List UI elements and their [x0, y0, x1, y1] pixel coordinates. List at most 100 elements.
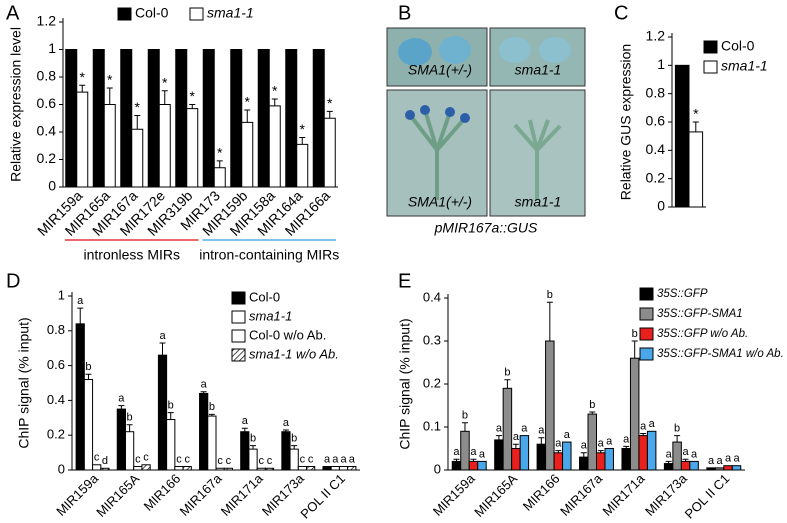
bar: [306, 466, 316, 471]
significance-label: a: [470, 446, 477, 458]
y-tick-label: 0.8: [47, 322, 65, 337]
significance-label: a: [513, 431, 520, 443]
error-bar: [208, 413, 215, 417]
significance-label: b: [504, 367, 510, 379]
panel-letter: E: [398, 270, 411, 292]
significance-label: a: [606, 435, 613, 447]
significance-label: a: [77, 295, 84, 307]
bar: [536, 443, 547, 471]
legend-label: 35S::GFP: [657, 288, 708, 300]
bar: [714, 467, 725, 471]
significance-label: c: [217, 455, 223, 467]
bar: [241, 121, 254, 188]
significance-label: b: [674, 423, 680, 435]
x-tick-label: MIR171a: [218, 470, 266, 518]
y-tick-label: 0.6: [646, 113, 666, 129]
significance-label: c: [184, 453, 190, 465]
error-bar: [326, 110, 333, 119]
legend-swatch: [231, 310, 246, 324]
significance-label: b: [168, 399, 174, 411]
error-bar: [282, 429, 289, 432]
x-tick-label: MIR165A: [93, 471, 142, 520]
legend-swatch: [639, 327, 654, 341]
photo-label: SMA1(+/-): [408, 194, 472, 210]
bar: [296, 143, 309, 188]
panel-letter: D: [6, 270, 20, 292]
significance-label: a: [691, 448, 698, 460]
x-tick-label: MIR165A: [471, 471, 520, 520]
bar: [223, 467, 233, 471]
bar: [175, 49, 188, 188]
photo-detail: [513, 119, 562, 200]
significance-label: a: [332, 453, 339, 465]
error-bar: [631, 340, 638, 359]
significance-label: b: [209, 401, 215, 413]
bar: [285, 49, 298, 188]
bar: [202, 49, 215, 188]
legend-swatch: [231, 348, 246, 362]
bar: [186, 108, 199, 188]
significance-label: a: [666, 448, 673, 460]
error-bar: [692, 121, 699, 132]
photo-detail: [408, 109, 467, 200]
bar: [688, 131, 704, 208]
bar: [338, 466, 349, 471]
y-tick-label: 0.8: [37, 68, 57, 84]
bar: [579, 456, 589, 471]
significance-label: a: [324, 453, 331, 465]
error-bar: [470, 458, 477, 462]
significance-label: a: [733, 453, 740, 465]
significance-label: a: [640, 420, 647, 432]
y-axis-label: Relative expression level: [8, 27, 24, 182]
error-bar: [495, 435, 502, 440]
error-bar: [674, 435, 681, 443]
bar: [76, 91, 89, 188]
x-tick-label: POL II C1: [297, 471, 348, 522]
bar: [230, 49, 243, 188]
significance-label: *: [80, 69, 86, 85]
bar: [92, 49, 105, 188]
bar: [621, 448, 631, 471]
legend-swatch: [189, 7, 204, 21]
y-tick-label: 0.4: [37, 123, 57, 139]
bar: [731, 465, 742, 471]
error-bar: [640, 432, 647, 436]
bar: [75, 323, 85, 471]
panel-letter: B: [398, 2, 411, 24]
error-bar: [271, 98, 278, 106]
legend-label: 35S::GFP-SMA1: [657, 308, 743, 320]
error-bar: [665, 460, 672, 464]
bar: [65, 49, 78, 188]
significance-label: c: [226, 455, 232, 467]
significance-label: a: [683, 446, 690, 458]
x-tick-label: MIR171a: [600, 470, 648, 518]
significance-label: b: [462, 410, 468, 422]
significance-label: a: [564, 429, 571, 441]
significance-label: *: [135, 99, 141, 115]
significance-label: *: [107, 72, 113, 88]
panel-letter: A: [6, 2, 20, 24]
error-bar: [682, 458, 689, 462]
error-bar: [79, 84, 86, 93]
significance-label: a: [708, 455, 715, 467]
y-tick-label: 0: [434, 461, 441, 476]
significance-label: c: [259, 455, 265, 467]
bar: [120, 49, 133, 188]
legend-label: 35S::GFP-SMA1 w/o Ab.: [657, 348, 784, 360]
significance-label: c: [267, 455, 273, 467]
bar: [83, 379, 94, 471]
significance-label: c: [176, 453, 182, 465]
error-bar: [291, 445, 298, 450]
bar: [646, 430, 657, 471]
bar: [330, 466, 340, 471]
y-tick-label: 1: [58, 287, 65, 302]
y-tick-label: 0.1: [423, 418, 441, 433]
bar: [158, 104, 171, 188]
significance-label: c: [94, 452, 100, 464]
significance-label: *: [245, 94, 251, 110]
significance-label: b: [127, 412, 133, 424]
bar: [604, 448, 614, 471]
photo-detail: [539, 37, 571, 63]
photo-caption: pMIR167a::GUS: [434, 220, 538, 236]
bar: [166, 419, 176, 471]
